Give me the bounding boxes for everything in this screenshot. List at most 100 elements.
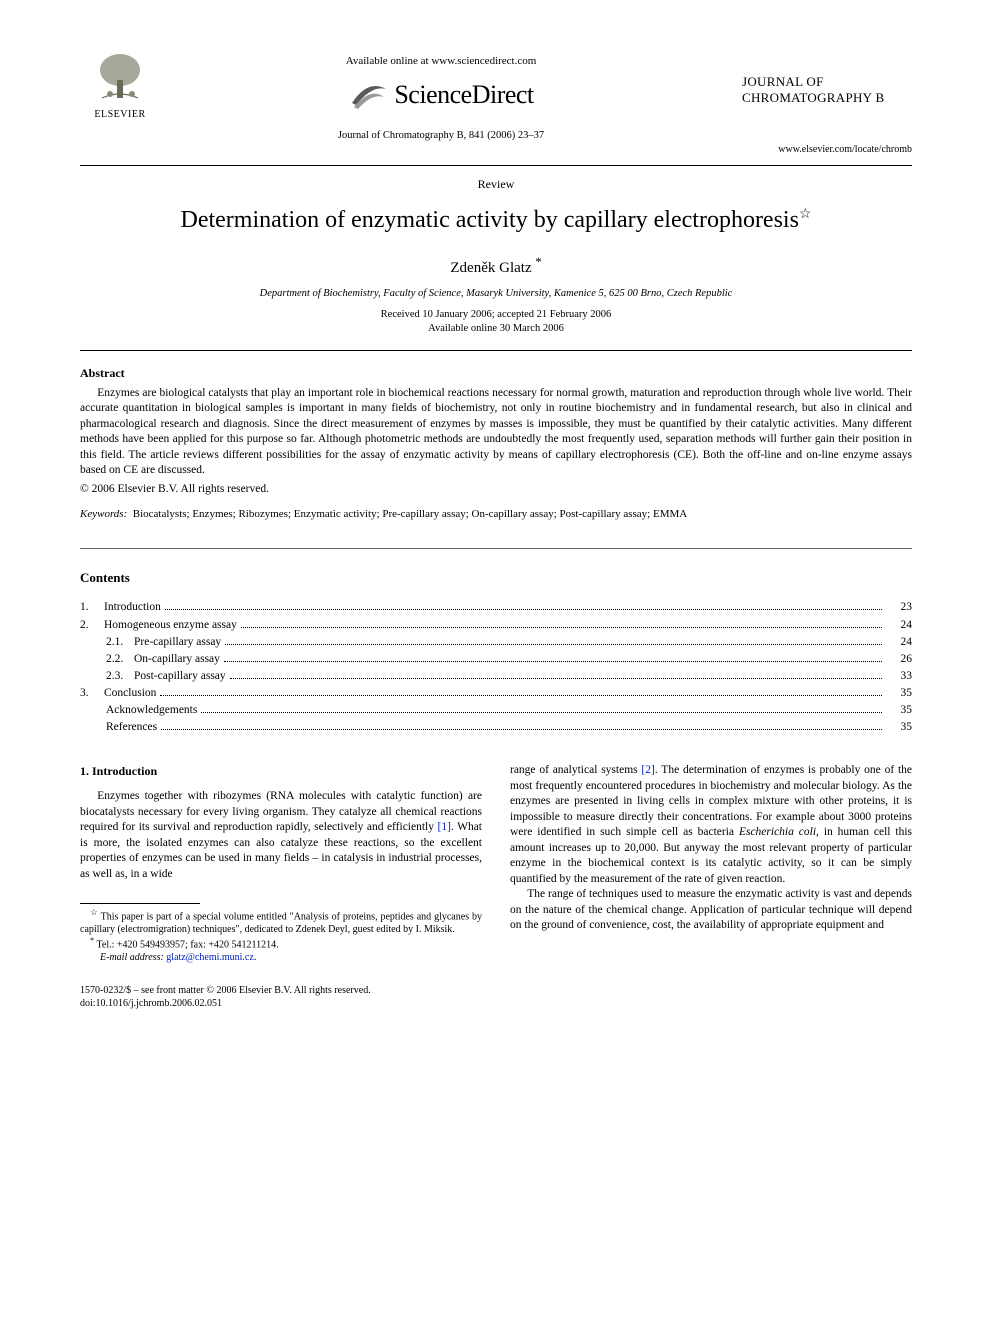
footnote-item: ☆ This paper is part of a special volume…	[80, 908, 482, 936]
footnote-text: This paper is part of a special volume e…	[80, 911, 482, 935]
toc-leader	[165, 609, 882, 610]
toc-label: References	[106, 719, 157, 735]
toc-leader	[201, 712, 882, 713]
footnote-item: * Tel.: +420 549493957; fax: +420 541211…	[80, 936, 482, 951]
sciencedirect-swoosh-icon	[348, 75, 388, 115]
toc-number: 2.	[80, 617, 104, 633]
footnote-text: Tel.: +420 549493957; fax: +420 54121121…	[94, 939, 278, 950]
keywords-line: Keywords: Biocatalysts; Enzymes; Ribozym…	[80, 507, 912, 522]
title-text: Determination of enzymatic activity by c…	[181, 207, 799, 233]
email-suffix: .	[254, 952, 257, 963]
body-text: Enzymes together with ribozymes (RNA mol…	[80, 790, 482, 833]
email-link[interactable]: glatz@chemi.muni.cz	[166, 952, 254, 963]
sciencedirect-text: ScienceDirect	[394, 77, 533, 113]
dates-line1: Received 10 January 2006; accepted 21 Fe…	[381, 309, 612, 320]
toc-row[interactable]: Acknowledgements 35	[80, 702, 912, 718]
author-line: Zdeněk Glatz *	[80, 254, 912, 279]
toc-row[interactable]: 2.1.Pre-capillary assay 24	[80, 634, 912, 650]
toc-number: 2.3.	[106, 668, 134, 684]
table-of-contents: 1.Introduction 23 2.Homogeneous enzyme ass…	[80, 599, 912, 735]
affiliation: Department of Biochemistry, Faculty of S…	[80, 287, 912, 302]
toc-number: 2.2.	[106, 651, 134, 667]
toc-page: 33	[886, 668, 912, 684]
journal-name-line1: JOURNAL OF	[742, 74, 824, 89]
article-type: Review	[80, 176, 912, 193]
keywords-label: Keywords:	[80, 508, 127, 520]
body-text: range of analytical systems	[510, 764, 641, 776]
body-para: The range of techniques used to measure …	[510, 887, 912, 934]
toc-label: Acknowledgements	[106, 702, 197, 718]
header-center: Available online at www.sciencedirect.co…	[160, 50, 722, 144]
toc-row[interactable]: References 35	[80, 719, 912, 735]
toc-page: 24	[886, 617, 912, 633]
abstract-block: Abstract Enzymes are biological catalyst…	[80, 365, 912, 497]
section-heading-intro: 1. Introduction	[80, 763, 482, 779]
body-col2: range of analytical systems [2]. The det…	[510, 763, 912, 934]
journal-url: www.elsevier.com/locate/chromb	[778, 143, 912, 157]
toc-leader	[161, 729, 882, 730]
dates-line2: Available online 30 March 2006	[428, 323, 564, 334]
abstract-copyright: © 2006 Elsevier B.V. All rights reserved…	[80, 481, 912, 497]
toc-label: Conclusion	[104, 685, 156, 701]
footnotes-block: ☆ This paper is part of a special volume…	[80, 903, 482, 965]
species-name: Escherichia coli	[739, 826, 816, 838]
divider	[80, 165, 912, 166]
toc-page: 23	[886, 599, 912, 615]
elsevier-tree-icon	[92, 50, 148, 106]
toc-page: 24	[886, 634, 912, 650]
keywords-text: Biocatalysts; Enzymes; Ribozymes; Enzyma…	[133, 508, 687, 520]
toc-label: Introduction	[104, 599, 161, 615]
author-name: Zdeněk Glatz	[450, 260, 531, 276]
publisher-logo-block: ELSEVIER	[80, 50, 160, 122]
abstract-heading: Abstract	[80, 365, 912, 382]
toc-label: Homogeneous enzyme assay	[104, 617, 237, 633]
toc-label: On-capillary assay	[134, 651, 220, 667]
divider	[80, 350, 912, 351]
toc-row[interactable]: 3.Conclusion 35	[80, 685, 912, 701]
front-matter-line: 1570-0232/$ – see front matter © 2006 El…	[80, 984, 482, 997]
journal-name-line2: CHROMATOGRAPHY B	[742, 90, 884, 105]
toc-leader	[160, 695, 882, 696]
toc-page: 35	[886, 702, 912, 718]
toc-leader	[224, 661, 882, 662]
citation-link[interactable]: [2]	[641, 764, 654, 776]
toc-page: 35	[886, 685, 912, 701]
toc-page: 26	[886, 651, 912, 667]
toc-row[interactable]: 1.Introduction 23	[80, 599, 912, 615]
header-right: JOURNAL OF CHROMATOGRAPHY B www.elsevier…	[722, 50, 912, 157]
body-col1: 1. Introduction Enzymes together with ri…	[80, 763, 482, 1010]
journal-name: JOURNAL OF CHROMATOGRAPHY B	[742, 74, 912, 107]
footnote-marker: ☆	[90, 908, 98, 917]
toc-row[interactable]: 2.2.On-capillary assay 26	[80, 651, 912, 667]
toc-number: 2.1.	[106, 634, 134, 650]
email-label: E-mail address:	[100, 952, 164, 963]
article-title: Determination of enzymatic activity by c…	[80, 204, 912, 238]
toc-number: 1.	[80, 599, 104, 615]
abstract-text: Enzymes are biological catalysts that pl…	[80, 386, 912, 479]
body-para: range of analytical systems [2]. The det…	[510, 763, 912, 887]
citation-link[interactable]: [1]	[438, 821, 451, 833]
toc-label: Post-capillary assay	[134, 668, 226, 684]
toc-row[interactable]: 2.Homogeneous enzyme assay 24	[80, 617, 912, 633]
article-dates: Received 10 January 2006; accepted 21 Fe…	[80, 308, 912, 336]
footnote-email: E-mail address: glatz@chemi.muni.cz.	[80, 951, 482, 964]
toc-number: 3.	[80, 685, 104, 701]
toc-leader	[230, 678, 882, 679]
doi-line: doi:10.1016/j.jchromb.2006.02.051	[80, 997, 482, 1010]
body-columns: 1. Introduction Enzymes together with ri…	[80, 763, 912, 1010]
available-online-text: Available online at www.sciencedirect.co…	[346, 54, 537, 69]
author-corresp-marker: *	[535, 255, 541, 269]
sciencedirect-logo: ScienceDirect	[348, 75, 533, 115]
journal-reference: Journal of Chromatography B, 841 (2006) …	[338, 129, 544, 144]
toc-leader	[241, 627, 882, 628]
toc-label: Pre-capillary assay	[134, 634, 221, 650]
header-row: ELSEVIER Available online at www.science…	[80, 50, 912, 157]
contents-heading: Contents	[80, 569, 912, 587]
title-footnote-marker: ☆	[799, 207, 812, 222]
elsevier-label: ELSEVIER	[94, 108, 145, 122]
toc-leader	[225, 644, 882, 645]
body-para: Enzymes together with ribozymes (RNA mol…	[80, 789, 482, 882]
toc-page: 35	[886, 719, 912, 735]
bottom-meta: 1570-0232/$ – see front matter © 2006 El…	[80, 984, 482, 1010]
toc-row[interactable]: 2.3.Post-capillary assay 33	[80, 668, 912, 684]
